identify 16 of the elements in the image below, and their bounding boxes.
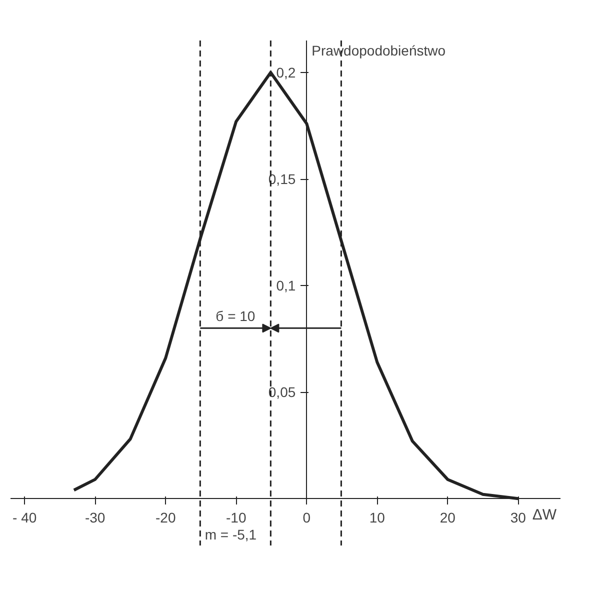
- x-tick-label: -20: [156, 510, 176, 526]
- y-tick-label: 0,05: [268, 384, 296, 400]
- x-axis-title: ΔW: [532, 506, 558, 524]
- x-tick-label: -30: [85, 510, 106, 526]
- x-tick-label: 30: [510, 510, 526, 526]
- y-tick-label: 0,2: [276, 64, 296, 80]
- annotation: б = 10: [216, 308, 256, 324]
- x-tick-label: -10: [226, 510, 246, 526]
- x-tick-label: 0: [302, 510, 311, 526]
- x-tick-label: 10: [369, 510, 386, 526]
- x-tick-label: 20: [440, 510, 456, 526]
- y-axis-title: Prawdopodobieństwo: [312, 42, 446, 58]
- annotation: m = -5,1: [204, 526, 257, 543]
- y-tick-label: 0,15: [268, 171, 296, 187]
- y-tick-label: 0,1: [276, 278, 296, 294]
- x-tick-label: - 40: [12, 510, 37, 526]
